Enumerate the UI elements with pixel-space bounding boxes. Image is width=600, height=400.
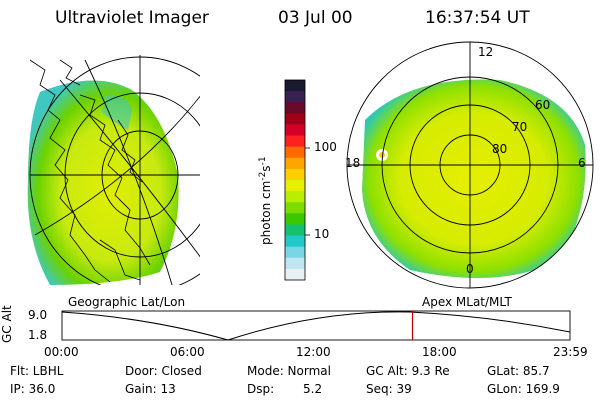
colorbar-segment: [285, 202, 305, 214]
colorbar-segment: [285, 213, 305, 225]
mlt-label-12: 12: [478, 45, 494, 59]
apex-polar-plot: [346, 41, 594, 289]
emission-hotspot-core: [379, 152, 385, 158]
colorbar-segment: [285, 91, 305, 103]
filter-info: Flt: LBHL: [10, 364, 64, 378]
aurora-emission-left: [27, 80, 179, 285]
instrument-title: Ultraviolet Imager: [55, 8, 209, 28]
altitude-y-label: GC Alt: [0, 305, 14, 343]
colorbar-segment: [285, 157, 305, 170]
colorbar-segment: [285, 257, 305, 270]
mlt-label-0: 0: [466, 262, 474, 276]
colorbar-segment: [285, 168, 305, 181]
colorbar-tick-10: 10: [314, 227, 330, 241]
dsp-value: 5.2: [303, 382, 323, 396]
glon-info: GLon: 169.9: [487, 382, 560, 396]
ip-info: IP: 36.0: [10, 382, 56, 396]
colorbar-segment: [285, 268, 305, 281]
altitude-x-tick-2359: 23:59: [553, 345, 588, 359]
date-label: 03 Jul 00: [278, 8, 353, 28]
colorbar-segment: [285, 246, 305, 259]
geographic-map: [27, 55, 200, 285]
altitude-y-tick-9: 9.0: [28, 308, 48, 322]
colorbar-segment: [285, 124, 305, 137]
lat-label-60: 60: [535, 98, 551, 112]
colorbar-segment: [285, 224, 305, 237]
altitude-plot: [61, 310, 571, 341]
lat-label-80: 80: [492, 142, 508, 156]
altitude-plot-frame: [61, 310, 571, 341]
colorbar-tick-100: 100: [314, 140, 337, 154]
altitude-curve: [61, 311, 571, 341]
emission-patch: [102, 94, 132, 130]
time-label: 16:37:54 UT: [425, 8, 530, 28]
lat-label-70: 70: [512, 120, 528, 134]
seq-info: Seq: 39: [366, 382, 412, 396]
colorbar-segment: [285, 80, 305, 92]
altitude-x-tick-0600: 06:00: [170, 345, 205, 359]
colorbar-segment: [285, 146, 305, 159]
colorbar: [284, 79, 310, 281]
apex-panel-label: Apex MLat/MLT: [422, 295, 512, 309]
door-info: Door: Closed: [125, 364, 202, 378]
mode-info: Mode: Normal: [247, 364, 331, 378]
colorbar-segment: [285, 235, 305, 248]
altitude-x-tick-1200: 12:00: [296, 345, 331, 359]
altitude-x-tick-1800: 18:00: [422, 345, 457, 359]
colorbar-segment: [285, 102, 305, 114]
colorbar-segment: [285, 180, 305, 192]
mlt-label-18: 18: [345, 156, 361, 170]
dsp-label: Dsp:: [247, 382, 275, 396]
aurora-emission-right: [362, 79, 586, 278]
colorbar-segment: [285, 135, 305, 148]
gc-alt-info: GC Alt: 9.3 Re: [366, 364, 450, 378]
lat-lon-grid: [29, 55, 200, 285]
polar-grid: [346, 41, 594, 289]
mlt-label-6: 6: [578, 156, 586, 170]
coastlines: [29, 59, 151, 283]
colorbar-segment: [285, 113, 305, 125]
altitude-y-tick-1-8: 1.8: [28, 328, 48, 342]
colorbar-unit-label: photon cm-2s-1: [258, 156, 273, 245]
glat-info: GLat: 85.7: [487, 364, 550, 378]
colorbar-segment: [285, 191, 305, 203]
geographic-panel-label: Geographic Lat/Lon: [68, 295, 186, 309]
altitude-x-tick-0000: 00:00: [44, 345, 79, 359]
gain-info: Gain: 13: [125, 382, 176, 396]
